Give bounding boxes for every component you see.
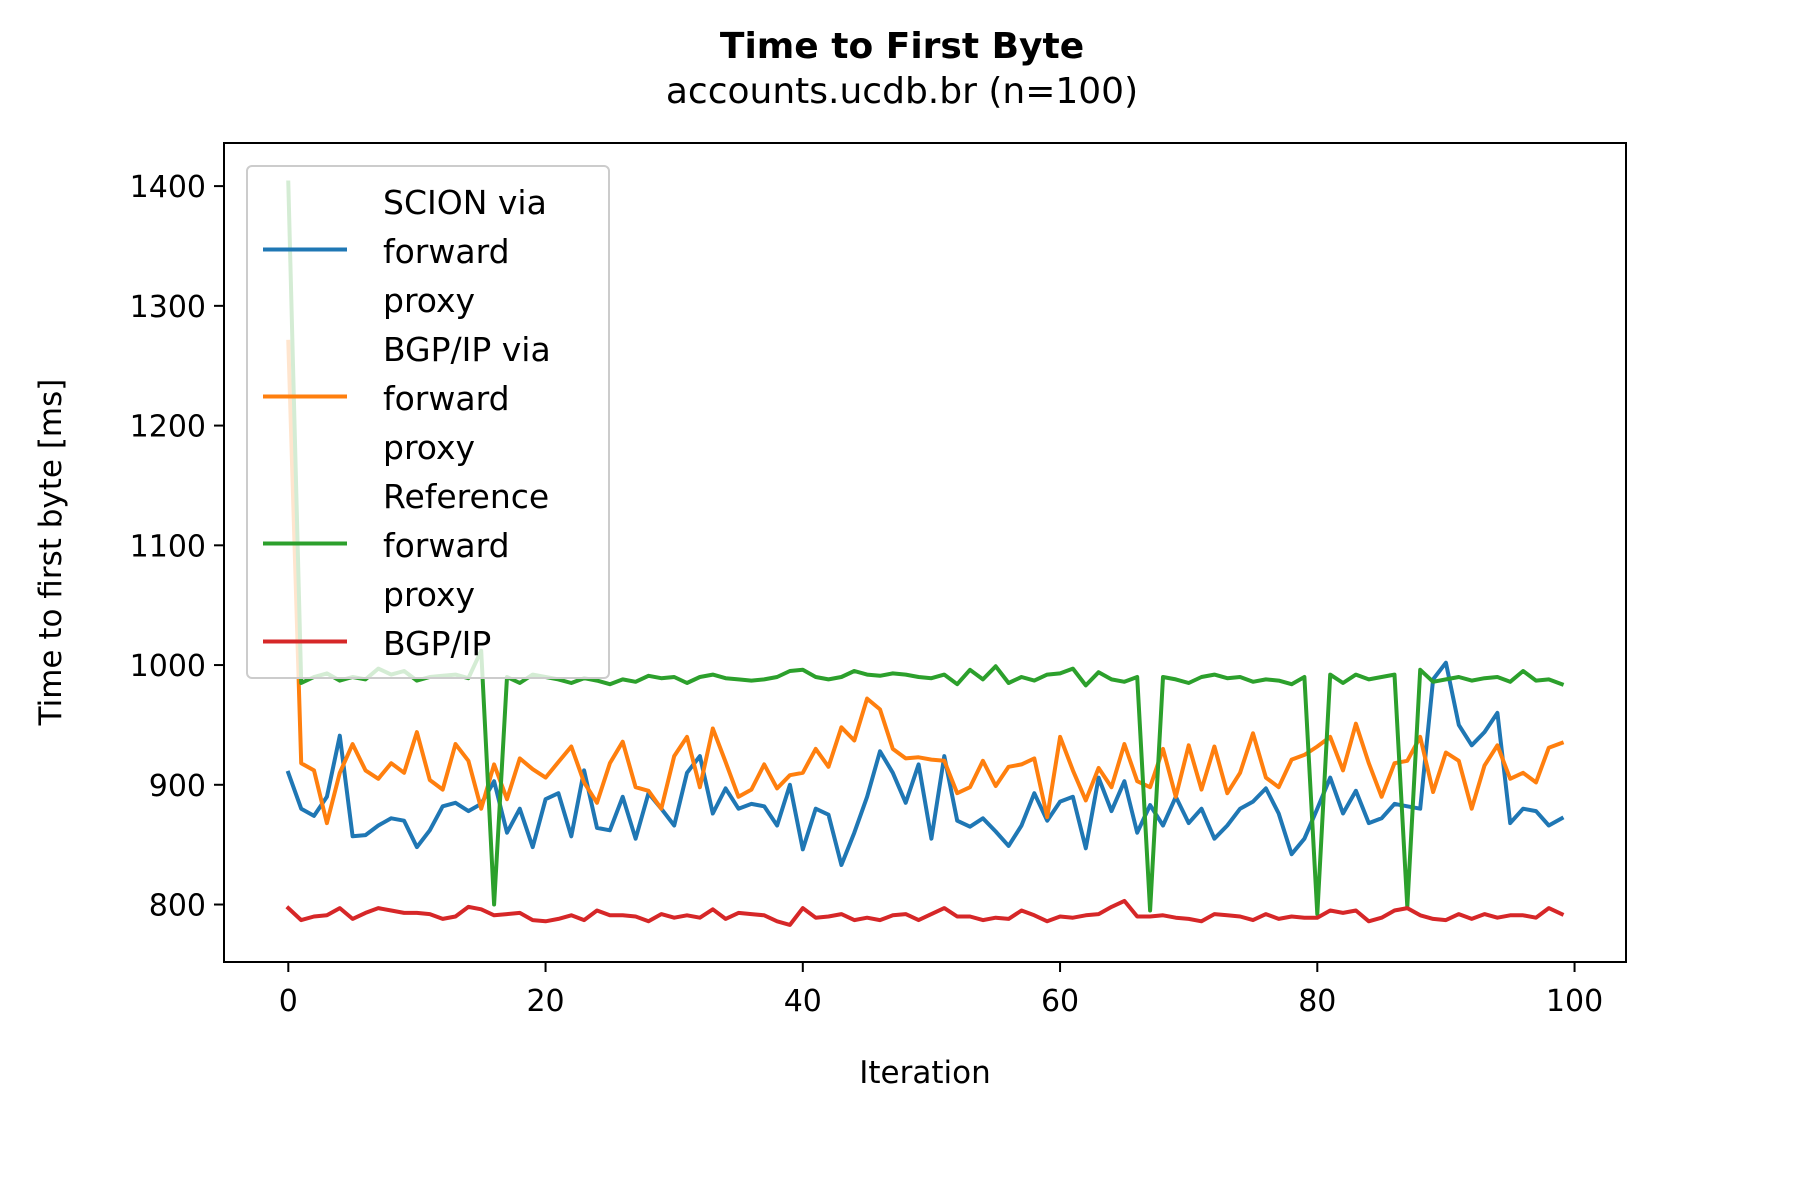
- y-tick-label: 1200: [130, 410, 206, 445]
- legend-label: BGP/IP: [383, 624, 491, 663]
- series-line-4: [285, 898, 1565, 927]
- x-tick-label: 40: [784, 984, 822, 1019]
- axis-ticks: 0 20 40 60 80 100 800 900 1000 1100 1200 1300 1400: [130, 170, 1604, 1019]
- y-axis-label: Time to first byte [ms]: [33, 379, 69, 727]
- legend-label: forward: [383, 526, 510, 565]
- plot-frame: [223, 142, 1627, 963]
- legend-label: proxy: [383, 428, 475, 467]
- x-tick-label: 100: [1546, 984, 1603, 1019]
- chart-title: Time to First Byte: [720, 26, 1084, 67]
- legend-label: SCION via: [383, 183, 547, 222]
- y-tick-label: 1400: [130, 170, 206, 205]
- legend-label: forward: [383, 379, 510, 418]
- legend-label: proxy: [383, 281, 475, 320]
- legend-label: forward: [383, 232, 510, 271]
- legend: SCION via forward proxy BGP/IP via forward pr…: [246, 165, 610, 679]
- x-tick-label: 20: [526, 984, 564, 1019]
- x-tick-label: 80: [1298, 984, 1336, 1019]
- x-tick-label: 0: [279, 984, 298, 1019]
- y-tick-label: 1300: [130, 290, 206, 325]
- y-tick-label: 900: [149, 769, 206, 804]
- x-axis-label: Iteration: [859, 1055, 991, 1091]
- chart-subtitle: accounts.ucdb.br (n=100): [666, 71, 1138, 112]
- legend-label: proxy: [383, 575, 475, 614]
- legend-label: BGP/IP via: [383, 330, 551, 369]
- y-tick-label: 1100: [130, 529, 206, 564]
- series-line-3: [286, 180, 1565, 917]
- y-tick-label: 1000: [130, 649, 206, 684]
- x-tick-label: 60: [1041, 984, 1079, 1019]
- y-tick-label: 800: [149, 889, 206, 924]
- legend-label: Reference: [383, 477, 549, 516]
- legend-box: [246, 165, 610, 679]
- series-lines: [285, 180, 1565, 927]
